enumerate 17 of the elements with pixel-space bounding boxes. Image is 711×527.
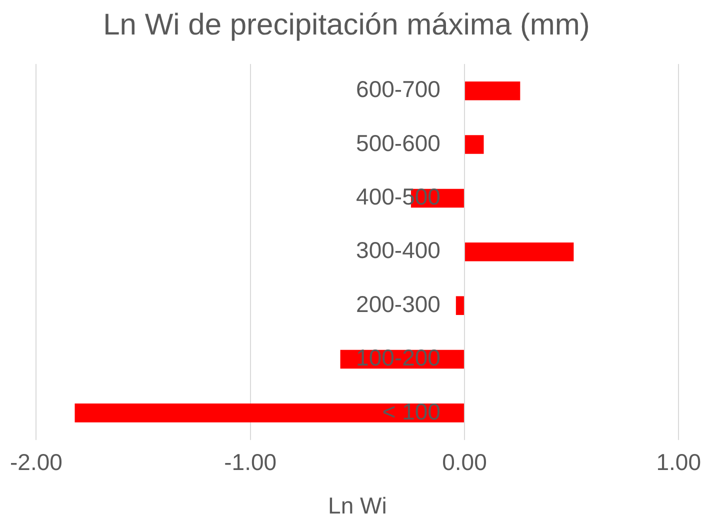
bar [464, 242, 574, 262]
bar [74, 404, 464, 422]
y-tick-label: 500-600 [356, 130, 440, 156]
y-tick-label: < 100 [382, 398, 440, 424]
x-tick-label: 0.00 [442, 448, 487, 475]
x-axis-title: Ln Wi [328, 492, 387, 519]
y-tick-label: 600-700 [356, 76, 440, 102]
bar [456, 296, 464, 315]
bar [464, 81, 520, 100]
chart-title: Ln Wi de precipitación máxima (mm) [103, 8, 590, 42]
x-tick-label: -1.00 [224, 448, 277, 475]
x-tick-label: 1.00 [656, 448, 701, 475]
y-tick-label: 300-400 [356, 237, 440, 264]
bar [464, 135, 484, 154]
y-tick-label: 200-300 [356, 290, 440, 317]
y-tick-label: 100-200 [356, 344, 440, 371]
x-tick-label: -2.00 [10, 448, 62, 475]
